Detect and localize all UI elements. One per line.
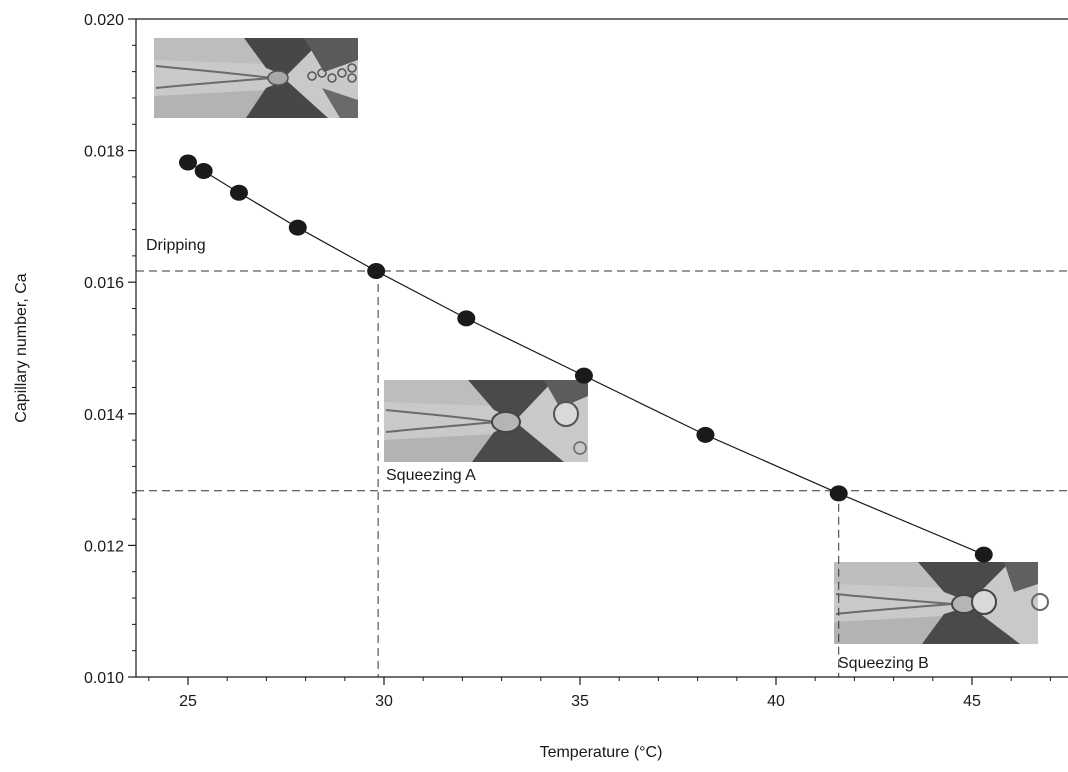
series-line [187,161,984,556]
data-point [288,219,307,236]
annotation-squeezing-a: Squeezing A [386,467,476,484]
y-tick-label: 0.012 [84,538,124,555]
x-tick-label: 30 [375,693,393,710]
data-point [696,426,715,443]
y-tick-label: 0.018 [84,144,124,161]
x-tick-label: 45 [963,693,981,710]
data-point [194,162,213,179]
squeezing-a-micrograph [383,379,589,463]
y-tick-label: 0.014 [84,407,124,424]
y-tick-label: 0.010 [84,670,124,687]
axes: 0.010 0.012 0.014 0.016 0.018 0.020 25 30 35 40 45 [84,12,1068,710]
x-tick-label: 25 [179,693,197,710]
y-tick-label: 0.020 [84,12,124,29]
data-point [829,485,848,502]
data-point [457,310,476,327]
squeezing-b-micrograph [833,561,1049,645]
x-tick-label: 35 [571,693,589,710]
y-axis-title: Capillary number, Ca [13,273,30,423]
dripping-micrograph [153,37,359,119]
annotation-squeezing-b: Squeezing B [838,655,929,672]
data-point [574,367,593,384]
data-point [229,184,248,201]
y-tick-label: 0.016 [84,275,124,292]
data-point [367,263,386,280]
x-axis-title: Temperature (°C) [540,744,663,761]
reference-lines [136,270,1068,677]
x-tick-label: 40 [767,693,785,710]
annotation-dripping: Dripping [146,237,206,254]
data-series [179,154,993,563]
data-point [179,154,197,171]
data-point [974,546,993,563]
